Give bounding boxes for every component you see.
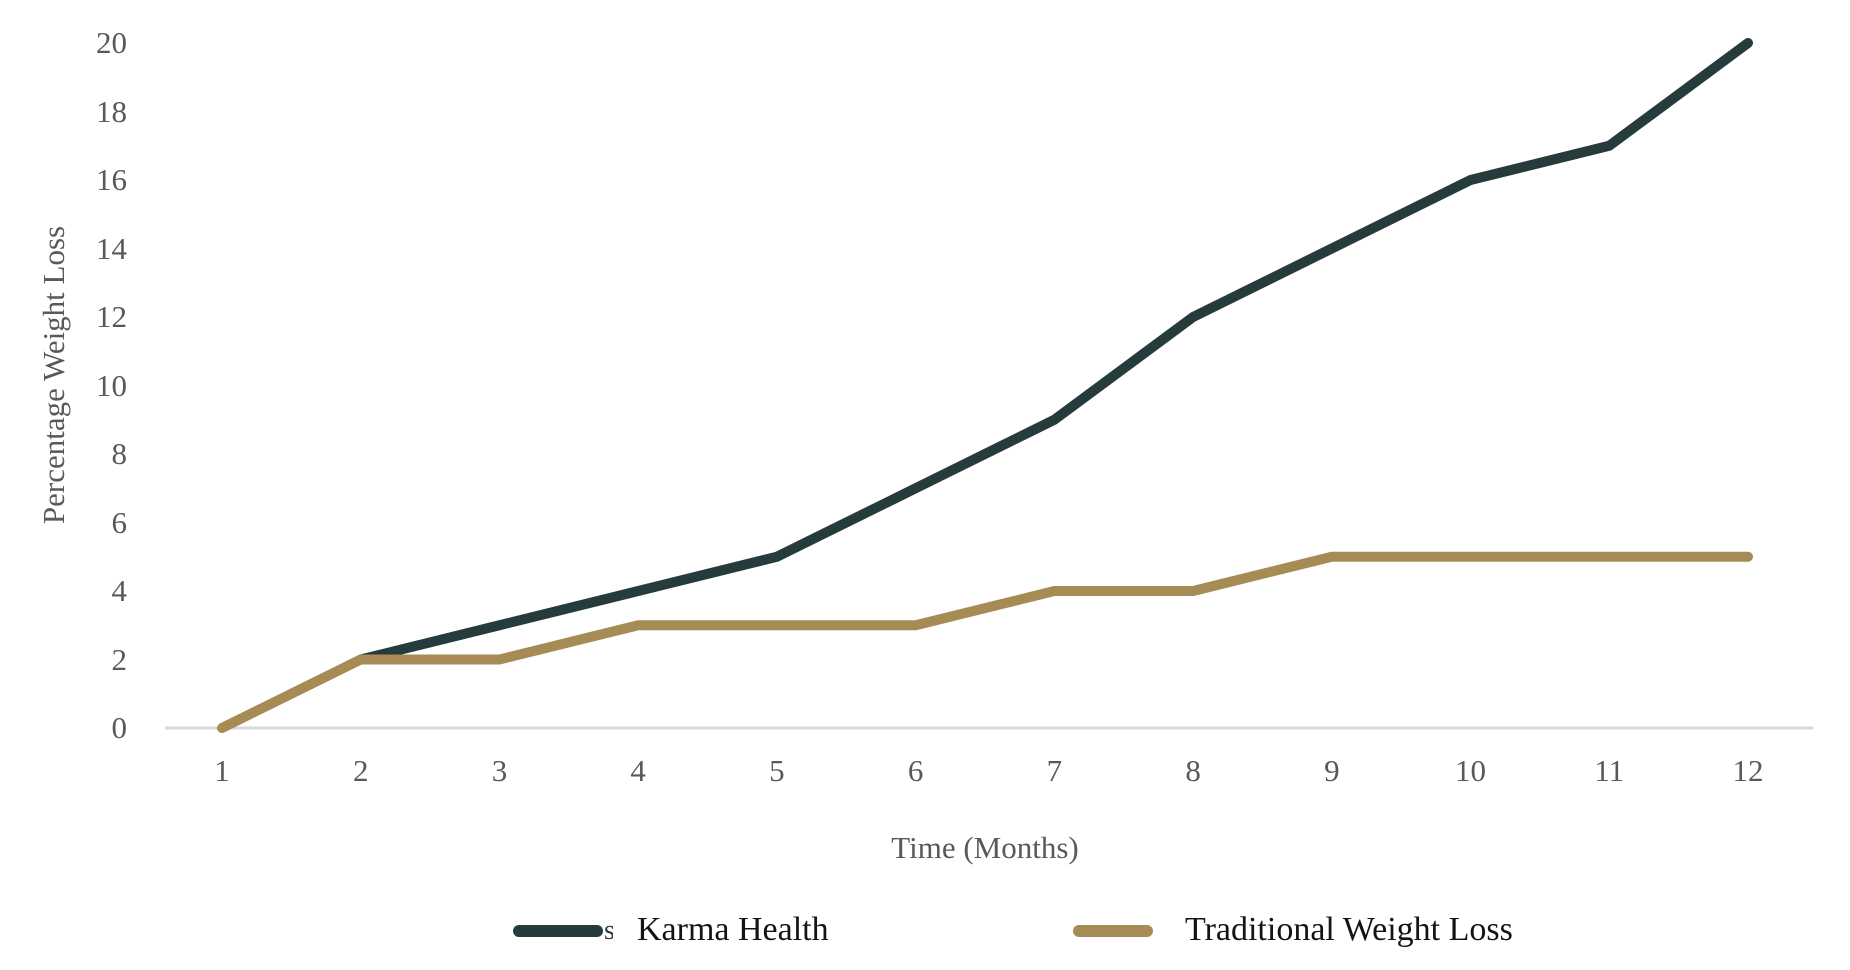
x-tick-label: 7	[1046, 753, 1063, 788]
y-tick-label: 20	[96, 25, 127, 60]
y-tick-label: 18	[96, 93, 127, 129]
x-tick-label: 6	[907, 753, 924, 788]
y-tick-label: 2	[111, 641, 128, 677]
legend-label-karma-health: Karma Health	[637, 911, 829, 948]
x-tick-label: 2	[352, 753, 369, 788]
x-tick-label: 4	[630, 753, 646, 788]
x-tick-label: 9	[1324, 753, 1340, 788]
x-tick-label: 3	[491, 753, 508, 788]
y-tick-label: 10	[96, 367, 127, 403]
y-tick-label: 12	[96, 299, 127, 334]
y-tick-label: 0	[111, 710, 128, 745]
x-tick-label: 10	[1455, 753, 1487, 788]
y-tick-label: 14	[96, 230, 127, 266]
y-tick-label: 8	[111, 436, 128, 471]
x-tick-label: 5	[769, 753, 785, 788]
x-tick-label: 11	[1594, 753, 1625, 788]
karma-health-line-swatch	[513, 925, 603, 937]
clipped-glyph: s	[604, 916, 613, 946]
y-tick-label: 16	[96, 162, 127, 197]
x-tick-label: 12	[1732, 753, 1764, 788]
series-line-0	[355, 38, 1753, 665]
y-tick-label: 4	[111, 573, 128, 608]
x-tick-label: 1	[214, 753, 230, 788]
legend-label-traditional-weight-loss: Traditional Weight Loss	[1185, 911, 1513, 948]
x-axis-title: Time (Months)	[891, 830, 1079, 865]
x-tick-label: 8	[1185, 753, 1201, 788]
series-line-1	[217, 551, 1753, 733]
y-tick-label: 6	[111, 504, 128, 540]
traditional-weight-loss-line-swatch	[1073, 925, 1153, 937]
